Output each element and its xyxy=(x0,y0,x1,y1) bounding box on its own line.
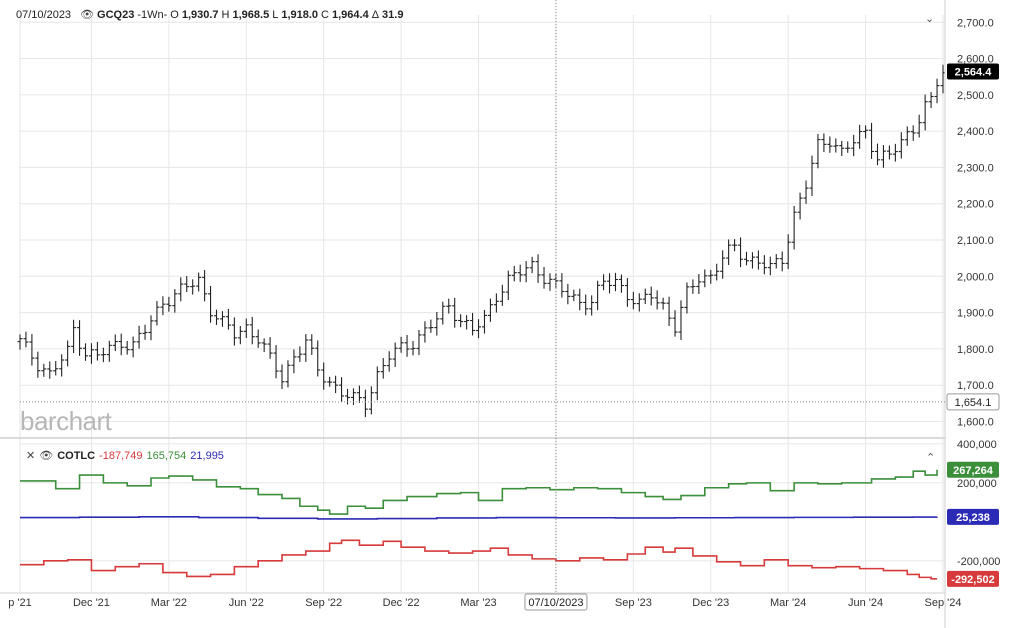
ohlc-header: 07/10/2023 👁 GCQ23 -1Wn- O 1,930.7 H 1,9… xyxy=(16,8,404,22)
x-tick-label: Sep '23 xyxy=(615,597,652,609)
header-delta: 31.9 xyxy=(382,8,404,21)
price-y-tick-label: 1,700.0 xyxy=(957,380,994,392)
eye-icon[interactable]: 👁 xyxy=(80,9,95,21)
cot-series-line xyxy=(20,539,938,580)
crosshair-price-bg xyxy=(946,393,1000,411)
price-y-tick-label: 2,100.0 xyxy=(957,235,994,247)
x-tick-label: Sep '22 xyxy=(305,597,342,609)
cot-y-tick-label: 200,000 xyxy=(957,478,997,490)
x-tick-label: Dec '21 xyxy=(73,597,110,609)
x-tick-label: Jun '22 xyxy=(229,597,264,609)
crosshair-price-text: 1,654.1 xyxy=(955,397,992,409)
x-tick-label: Sep '24 xyxy=(925,597,962,609)
cot-last-badge-bg xyxy=(947,508,999,525)
header-h-label: H xyxy=(221,8,230,21)
cot-last-badge-text: 25,238 xyxy=(956,512,990,524)
last-price-badge-bg xyxy=(947,63,999,80)
price-bars xyxy=(17,64,946,418)
cot-header: ✕ 👁 COTLC -187,749 165,754 21,995 xyxy=(26,449,224,463)
header-c-label: C xyxy=(321,8,329,21)
header-close: 1,964.4 xyxy=(331,8,369,21)
x-tick-label: Mar '23 xyxy=(460,597,496,609)
cot-value-red: -187,749 xyxy=(99,449,143,462)
cot-name[interactable]: COTLC xyxy=(57,449,96,462)
header-l-label: L xyxy=(272,8,279,21)
header-high: 1,968.5 xyxy=(232,8,270,21)
price-y-tick-label: 2,600.0 xyxy=(957,54,994,66)
gridlines xyxy=(19,15,945,592)
cot-last-badge-text: 267,264 xyxy=(953,465,994,477)
watermark-logo: barchart xyxy=(20,406,112,436)
x-tick-label: p '21 xyxy=(8,597,32,609)
price-y-tick-label: 1,600.0 xyxy=(957,416,994,428)
last-price-badge: 2,564.4 xyxy=(947,63,999,80)
cot-last-badge: 267,264 xyxy=(947,461,999,478)
price-y-tick-label: 1,900.0 xyxy=(957,308,994,320)
cot-series-line xyxy=(20,515,938,520)
header-low: 1,918.0 xyxy=(281,8,319,21)
x-tick-label: Mar '24 xyxy=(770,597,806,609)
price-y-tick-label: 2,000.0 xyxy=(957,271,994,283)
header-o-label: O xyxy=(170,8,179,21)
cot-last-badge: 25,238 xyxy=(947,508,999,525)
cot-last-badge: -292,502 xyxy=(947,570,999,587)
crosshair-price-badge: 1,654.1 xyxy=(946,393,1000,411)
header-delta-label: Δ xyxy=(371,8,380,21)
crosshair-date-badge: 07/10/2023 xyxy=(524,593,588,611)
price-y-tick-label: 2,300.0 xyxy=(957,162,994,174)
axes: p '21 Dec '21 Mar '22 Jun '22 Sep '22 Dec '22… xyxy=(0,0,1000,628)
eye-icon[interactable]: 👁 xyxy=(39,450,54,462)
cot-series-line xyxy=(20,469,938,515)
crosshair-date-text: 07/10/2023 xyxy=(528,597,583,609)
cot-last-badge-bg xyxy=(947,461,999,478)
cot-y-tick-label: 400,000 xyxy=(957,439,997,451)
price-y-tick-label: 2,500.0 xyxy=(957,90,994,102)
header-symbol[interactable]: GCQ23 xyxy=(97,8,135,21)
price-y-tick-label: 2,200.0 xyxy=(957,199,994,211)
x-tick-label: Jun '24 xyxy=(848,597,883,609)
chevron-down-icon[interactable]: ⌄ xyxy=(925,13,935,25)
price-y-tick-label: 2,400.0 xyxy=(957,126,994,138)
header-interval: -1Wn- xyxy=(137,8,168,21)
x-tick-label: Dec '23 xyxy=(692,597,729,609)
cot-last-badge-bg xyxy=(947,570,999,587)
price-y-tick-label: 2,700.0 xyxy=(957,17,994,29)
header-date: 07/10/2023 xyxy=(16,8,72,21)
price-y-tick-label: 1,800.0 xyxy=(957,344,994,356)
header-open: 1,930.7 xyxy=(181,8,219,21)
chevron-up-icon[interactable]: ⌃ xyxy=(926,452,936,464)
cot-y-tick-label: -200,000 xyxy=(957,556,1000,568)
value-labels: 2,564.4 1,654.1 267,264 25,238 -292,502 07/10… xyxy=(524,63,1000,611)
last-price-badge-text: 2,564.4 xyxy=(955,66,993,78)
cot-lines xyxy=(20,469,938,580)
cot-value-green: 165,754 xyxy=(146,449,187,462)
close-icon[interactable]: ✕ xyxy=(26,450,36,462)
x-tick-label: Dec '22 xyxy=(383,597,420,609)
cot-last-badge-text: -292,502 xyxy=(951,574,994,586)
cot-value-blue: 21,995 xyxy=(190,449,224,462)
x-tick-label: Mar '22 xyxy=(151,597,187,609)
crosshair-date-bg xyxy=(524,593,588,611)
